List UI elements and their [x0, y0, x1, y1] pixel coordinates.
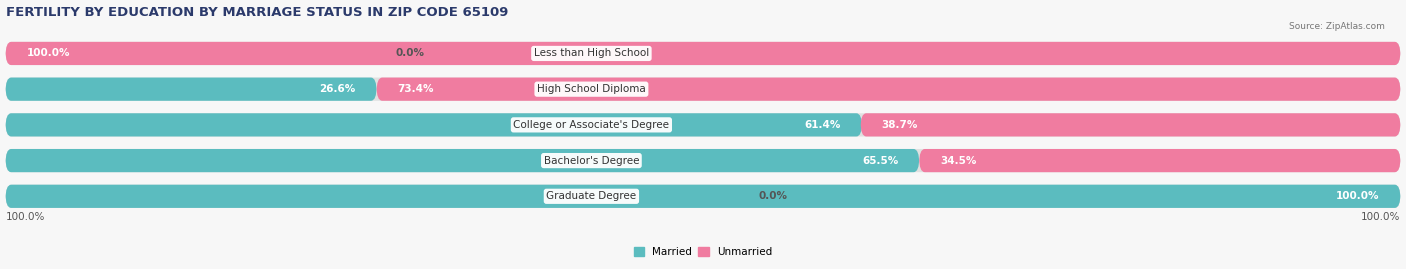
Text: 34.5%: 34.5%	[941, 155, 977, 166]
Text: 38.7%: 38.7%	[882, 120, 918, 130]
Text: 65.5%: 65.5%	[862, 155, 898, 166]
Text: Less than High School: Less than High School	[534, 48, 650, 58]
FancyBboxPatch shape	[6, 185, 1400, 208]
Text: Graduate Degree: Graduate Degree	[547, 191, 637, 201]
Text: FERTILITY BY EDUCATION BY MARRIAGE STATUS IN ZIP CODE 65109: FERTILITY BY EDUCATION BY MARRIAGE STATU…	[6, 6, 508, 19]
Legend: Married, Unmarried: Married, Unmarried	[630, 243, 776, 261]
FancyBboxPatch shape	[6, 185, 1400, 208]
Text: 61.4%: 61.4%	[804, 120, 841, 130]
FancyBboxPatch shape	[6, 42, 1400, 65]
FancyBboxPatch shape	[6, 113, 862, 136]
Text: 73.4%: 73.4%	[398, 84, 434, 94]
Text: College or Associate's Degree: College or Associate's Degree	[513, 120, 669, 130]
Text: 0.0%: 0.0%	[395, 48, 425, 58]
FancyBboxPatch shape	[6, 42, 1400, 65]
Text: 26.6%: 26.6%	[319, 84, 356, 94]
FancyBboxPatch shape	[6, 149, 920, 172]
Text: High School Diploma: High School Diploma	[537, 84, 645, 94]
FancyBboxPatch shape	[860, 113, 1400, 136]
FancyBboxPatch shape	[6, 77, 377, 101]
Text: Bachelor's Degree: Bachelor's Degree	[544, 155, 640, 166]
FancyBboxPatch shape	[6, 77, 1400, 101]
FancyBboxPatch shape	[6, 113, 1400, 136]
Text: 100.0%: 100.0%	[27, 48, 70, 58]
Text: 100.0%: 100.0%	[1336, 191, 1379, 201]
Text: 100.0%: 100.0%	[1361, 212, 1400, 222]
Text: 0.0%: 0.0%	[759, 191, 787, 201]
Text: 100.0%: 100.0%	[6, 212, 45, 222]
Text: Source: ZipAtlas.com: Source: ZipAtlas.com	[1289, 22, 1385, 30]
FancyBboxPatch shape	[377, 77, 1400, 101]
FancyBboxPatch shape	[920, 149, 1400, 172]
FancyBboxPatch shape	[6, 149, 1400, 172]
